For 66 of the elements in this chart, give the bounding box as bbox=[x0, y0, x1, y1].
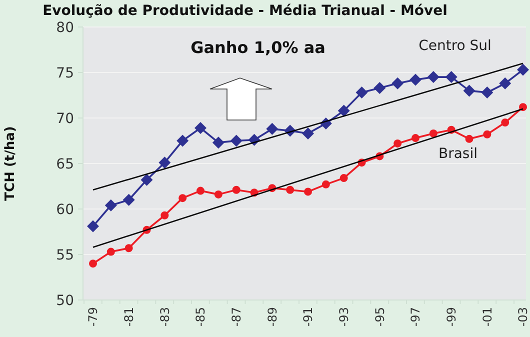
point bbox=[104, 199, 117, 212]
y-axis-title: TCH (t/ha) bbox=[3, 126, 18, 201]
point bbox=[463, 84, 476, 97]
point bbox=[338, 104, 350, 117]
point bbox=[212, 136, 224, 149]
x-tick-label: -01 bbox=[480, 307, 494, 327]
series-label: Brasil bbox=[438, 146, 478, 162]
point bbox=[394, 139, 402, 148]
y-tick-label: 70 bbox=[56, 110, 74, 127]
y-tick-label: 65 bbox=[56, 156, 74, 172]
x-tick-label: -99 bbox=[444, 307, 459, 327]
point bbox=[232, 186, 240, 194]
point bbox=[140, 174, 153, 186]
x-tick-label: -89 bbox=[265, 307, 280, 327]
x-tick-label: -85 bbox=[194, 307, 208, 327]
point bbox=[176, 134, 189, 147]
point bbox=[194, 122, 206, 134]
point bbox=[427, 71, 440, 84]
point bbox=[445, 71, 458, 84]
point bbox=[160, 211, 169, 220]
point bbox=[465, 134, 474, 143]
y-tick-label: 50 bbox=[56, 292, 74, 309]
point bbox=[340, 174, 348, 182]
y-tick-label: 55 bbox=[56, 247, 74, 264]
point bbox=[392, 77, 404, 90]
point bbox=[356, 86, 368, 99]
point bbox=[178, 194, 187, 202]
point bbox=[122, 194, 135, 206]
point bbox=[481, 86, 494, 99]
y-tick-label: 80 bbox=[56, 20, 74, 36]
point bbox=[304, 188, 312, 196]
point bbox=[230, 134, 242, 147]
point bbox=[286, 186, 294, 194]
x-tick-label: -79 bbox=[86, 307, 100, 327]
point bbox=[410, 74, 422, 86]
point bbox=[517, 64, 529, 76]
y-tick-label: 60 bbox=[56, 202, 74, 218]
point bbox=[374, 82, 386, 94]
x-tick-label: -87 bbox=[230, 307, 244, 327]
series-label: Centro Sul bbox=[418, 38, 492, 54]
point bbox=[89, 260, 97, 268]
x-tick-label: -03 bbox=[516, 307, 530, 327]
x-tick-label: -91 bbox=[301, 307, 316, 327]
point bbox=[429, 129, 438, 138]
chart-title: Evolução de Produtividade - Média Trianual - Móvel bbox=[42, 3, 448, 19]
point bbox=[106, 248, 115, 256]
point bbox=[322, 180, 330, 188]
x-tick-label: -97 bbox=[408, 307, 423, 327]
point bbox=[196, 186, 204, 195]
x-tick-label: -81 bbox=[122, 307, 136, 327]
annotation: Ganho 1,0% aa bbox=[190, 38, 326, 57]
point bbox=[158, 156, 171, 169]
point bbox=[266, 122, 278, 135]
y-tick-label: 75 bbox=[56, 65, 74, 82]
x-tick-label: -95 bbox=[372, 307, 387, 327]
x-tick-label: -83 bbox=[158, 307, 172, 327]
point bbox=[412, 134, 420, 142]
point bbox=[501, 118, 510, 127]
point bbox=[124, 244, 133, 252]
point bbox=[214, 190, 222, 198]
point bbox=[302, 127, 314, 140]
x-tick-label: -93 bbox=[337, 307, 352, 327]
point bbox=[499, 77, 512, 90]
point bbox=[519, 103, 527, 112]
point bbox=[483, 130, 492, 138]
point bbox=[87, 220, 99, 232]
